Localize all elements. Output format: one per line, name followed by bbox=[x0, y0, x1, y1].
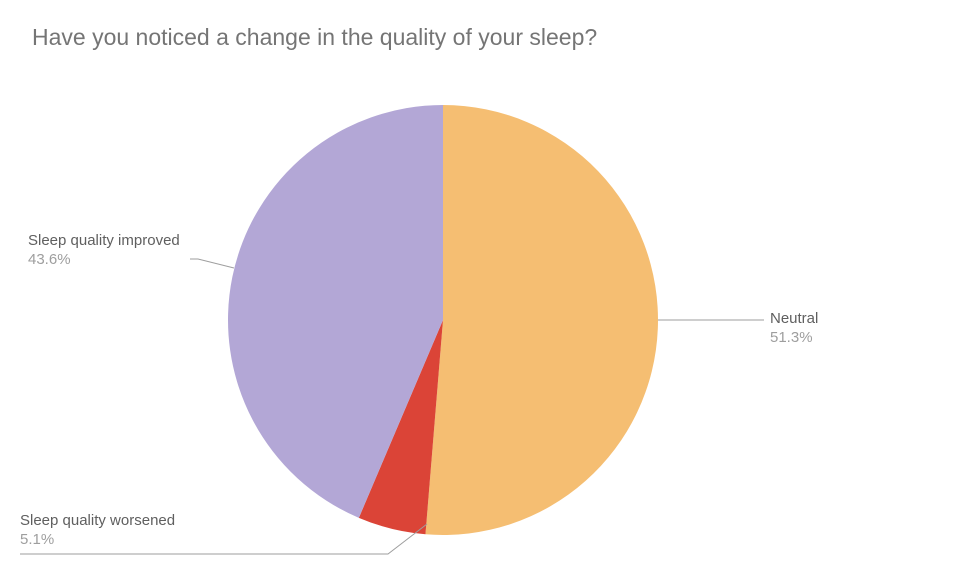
slice-label-name: Neutral bbox=[770, 310, 818, 329]
slice-label: Neutral51.3% bbox=[770, 310, 818, 348]
leader-line bbox=[190, 259, 234, 268]
slice-label-pct: 51.3% bbox=[770, 329, 818, 348]
slice-label: Sleep quality worsened5.1% bbox=[20, 512, 175, 550]
slice-label-name: Sleep quality worsened bbox=[20, 512, 175, 531]
slice-label-pct: 43.6% bbox=[28, 251, 180, 270]
slice-label: Sleep quality improved43.6% bbox=[28, 232, 180, 270]
slice-label-name: Sleep quality improved bbox=[28, 232, 180, 251]
pie-chart: Neutral51.3%Sleep quality worsened5.1%Sl… bbox=[0, 0, 956, 584]
slice-label-pct: 5.1% bbox=[20, 531, 175, 550]
pie-slice bbox=[425, 105, 658, 535]
